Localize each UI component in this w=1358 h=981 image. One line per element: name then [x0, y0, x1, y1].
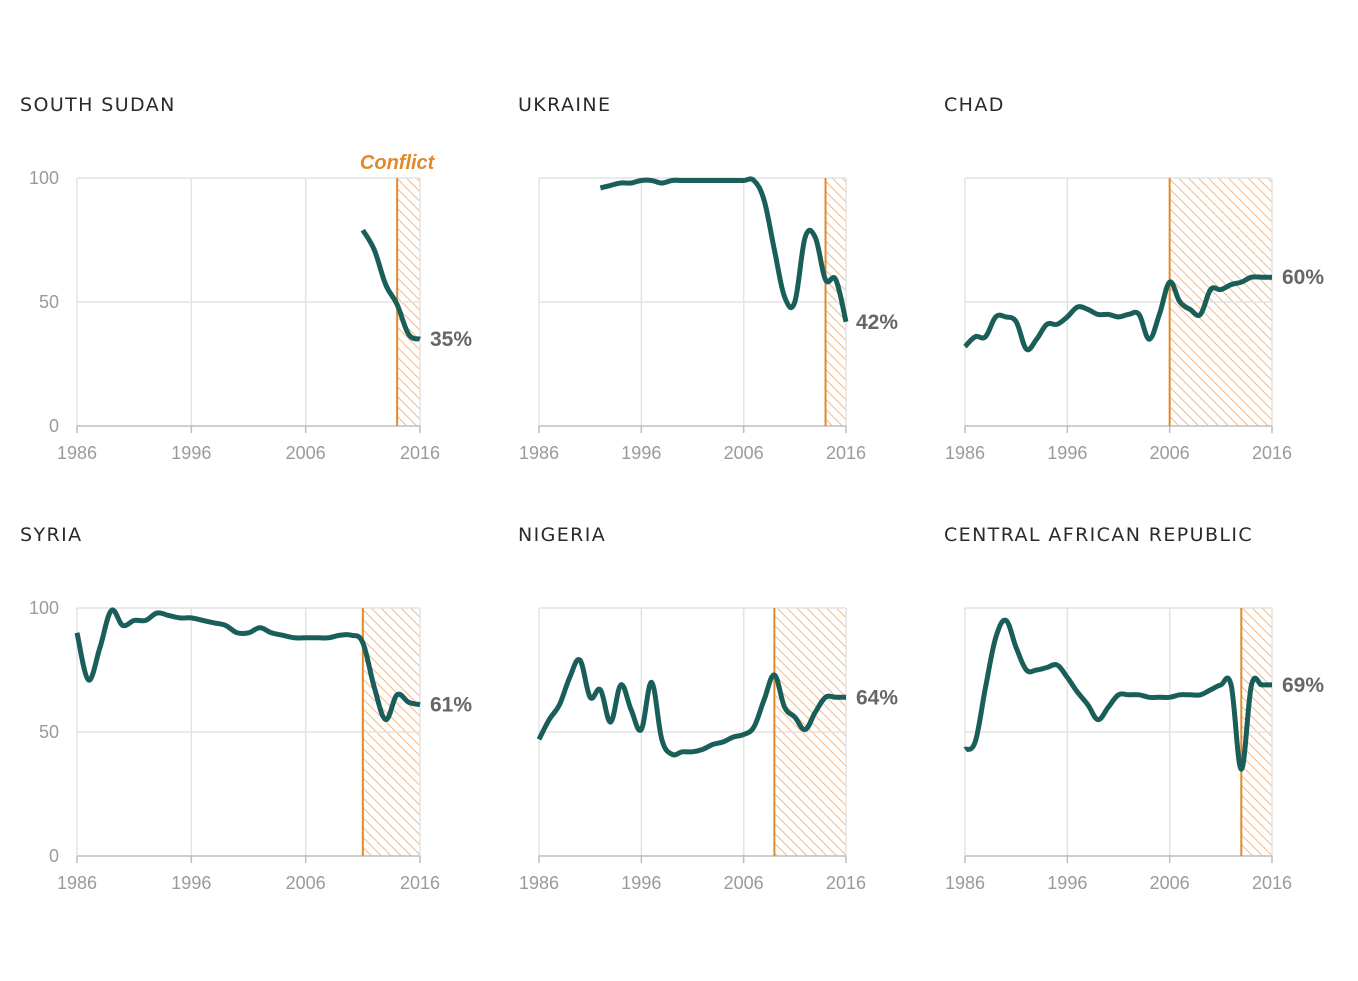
x-tick-label: 2016	[826, 873, 866, 893]
end-value-label: 42%	[856, 311, 898, 334]
chart-panel-6: CENTRAL AFRICAN REPUBLIC 1986 1996 2006 2016…	[944, 524, 1324, 893]
x-tick-label: 1986	[519, 873, 559, 893]
panel-title: SYRIA	[20, 524, 82, 546]
panel-title: CHAD	[944, 94, 1005, 116]
x-tick-label: 1996	[621, 443, 661, 463]
end-value-label: 35%	[430, 328, 472, 351]
y-tick-label: 50	[39, 292, 59, 312]
chart-panel-2: UKRAINE 1986 1996 2006 2016 42%	[518, 94, 898, 463]
chart-panel-3: CHAD 1986 1996 2006 2016 60%	[944, 94, 1324, 463]
x-tick-label: 1996	[171, 873, 211, 893]
x-tick-label: 1986	[945, 443, 985, 463]
chart-panel-5: NIGERIA 1986 1996 2006 2016 64%	[518, 524, 898, 893]
end-value-label: 60%	[1282, 266, 1324, 289]
x-tick-label: 2006	[1150, 873, 1190, 893]
series-line	[963, 617, 1272, 772]
x-tick-label: 1996	[1047, 443, 1087, 463]
series-line	[74, 607, 421, 723]
panel-title: UKRAINE	[518, 94, 611, 116]
x-tick-label: 2016	[400, 443, 440, 463]
series-line	[360, 228, 421, 342]
series-line	[963, 274, 1272, 353]
x-tick-label: 1996	[171, 443, 211, 463]
x-tick-label: 2016	[826, 443, 866, 463]
chart-panel-1: SOUTH SUDAN 1986 1996 2006 2016 100 50 0 Conflic…	[20, 94, 472, 463]
y-tick-label: 100	[29, 598, 59, 618]
end-value-label: 69%	[1282, 674, 1324, 697]
y-tick-label: 0	[49, 416, 59, 436]
x-tick-label: 1986	[57, 443, 97, 463]
y-tick-label: 100	[29, 168, 59, 188]
panel-title: SOUTH SUDAN	[20, 94, 176, 116]
conflict-label: Conflict	[360, 152, 436, 174]
series-line	[599, 176, 849, 323]
series-line	[536, 656, 846, 758]
x-tick-label: 2006	[724, 443, 764, 463]
panel-title: CENTRAL AFRICAN REPUBLIC	[944, 524, 1253, 546]
x-tick-label: 1986	[945, 873, 985, 893]
panel-title: NIGERIA	[518, 524, 606, 546]
y-tick-label: 50	[39, 722, 59, 742]
chart-panel-4: SYRIA 1986 1996 2006 2016 100 50 0 61%	[20, 524, 472, 893]
end-value-label: 61%	[430, 694, 472, 717]
x-tick-label: 1986	[57, 873, 97, 893]
x-tick-label: 2006	[1150, 443, 1190, 463]
x-tick-label: 2016	[400, 873, 440, 893]
x-tick-label: 2006	[286, 443, 326, 463]
x-tick-label: 1996	[621, 873, 661, 893]
x-tick-label: 2016	[1252, 873, 1292, 893]
x-tick-label: 2006	[724, 873, 764, 893]
x-tick-label: 1986	[519, 443, 559, 463]
x-tick-label: 1996	[1047, 873, 1087, 893]
end-value-label: 64%	[856, 686, 898, 709]
y-tick-label: 0	[49, 846, 59, 866]
x-tick-label: 2016	[1252, 443, 1292, 463]
x-tick-label: 2006	[286, 873, 326, 893]
